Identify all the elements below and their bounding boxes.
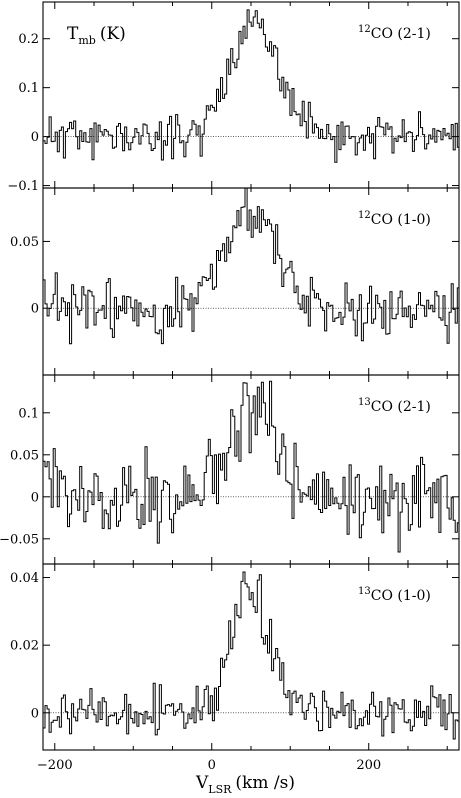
y-tick-label: 0.2 [18, 32, 39, 47]
panel-title: 13CO (2-1) [358, 397, 431, 415]
panel-title-transition: CO (2-1) [371, 26, 431, 42]
spectrum-trace [43, 9, 459, 163]
panel-3: −0.05 0 0.05 0.1 13CO (2-1) [0, 374, 460, 565]
x-axis-title-sub: LSR [208, 783, 232, 796]
y-axis-title-units: (K) [100, 24, 126, 44]
panel-title: 13CO (1-0) [358, 586, 431, 604]
y-tick-label: −0.1 [7, 179, 39, 194]
y-axis-title-main: T [67, 24, 79, 44]
spectrum-trace [43, 571, 459, 740]
panel-title-isotope: 12 [358, 24, 371, 35]
y-tick-label: 0.1 [18, 81, 39, 96]
panel-title-isotope: 12 [358, 210, 371, 221]
x-tick-label: 0 [208, 758, 216, 773]
panel-title: 12CO (1-0) [358, 210, 431, 228]
y-tick-label: 0.05 [10, 448, 39, 463]
y-tick-label: 0 [31, 706, 39, 721]
y-tick-label: 0.04 [10, 571, 39, 586]
y-axis-title-sub: mb [78, 34, 95, 47]
panel-2: 0 0.05 12CO (1-0) [10, 187, 460, 376]
y-tick-label: −0.05 [0, 532, 39, 547]
y-tick-label: 0 [31, 130, 39, 145]
x-axis-title-main: V [195, 773, 209, 793]
x-tick-label: 200 [356, 758, 381, 773]
x-axis-title: VLSR (km /s) [195, 773, 295, 796]
x-tick-label: −200 [37, 758, 73, 773]
y-tick-label: 0 [31, 490, 39, 505]
spectrum-trace [43, 380, 459, 553]
y-tick-label: 0 [31, 302, 39, 317]
panel-title-transition: CO (1-0) [371, 588, 431, 604]
x-axis-title-units: (km /s) [235, 773, 295, 793]
y-tick-label: 0.02 [10, 639, 39, 654]
y-tick-label: 0.05 [10, 235, 39, 250]
panel-title-transition: CO (2-1) [371, 399, 431, 415]
panel-title: 12CO (2-1) [358, 24, 431, 42]
panel-4: 0 0.02 0.04 −200 0 200 13CO (1-0) [10, 563, 460, 773]
spectrum-trace [43, 187, 459, 345]
panel-title-transition: CO (1-0) [371, 212, 431, 228]
panel-title-isotope: 13 [358, 586, 371, 597]
y-tick-label: 0.1 [18, 406, 39, 421]
y-axis-title: Tmb (K) [67, 24, 126, 47]
panel-title-isotope: 13 [358, 397, 371, 408]
